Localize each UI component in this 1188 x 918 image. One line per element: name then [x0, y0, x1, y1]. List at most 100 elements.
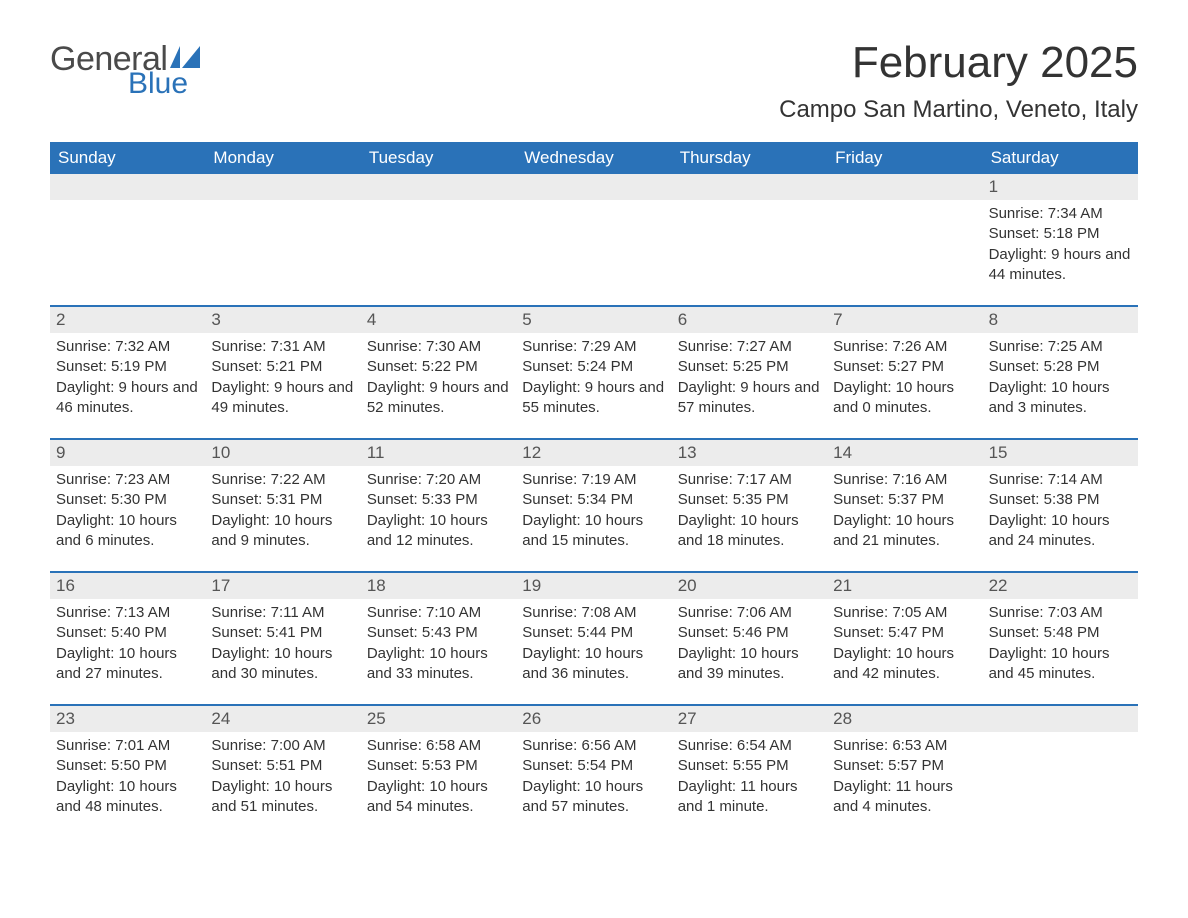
sunset-text: Sunset: 5:31 PM [211, 490, 354, 510]
day-cell: Sunrise: 7:17 AMSunset: 5:35 PMDaylight:… [672, 466, 827, 571]
day-cell [672, 200, 827, 305]
day-cell: Sunrise: 7:20 AMSunset: 5:33 PMDaylight:… [361, 466, 516, 571]
sunrise-text: Sunrise: 7:06 AM [678, 603, 821, 623]
day-number: 3 [205, 307, 360, 333]
day-cell: Sunrise: 7:32 AMSunset: 5:19 PMDaylight:… [50, 333, 205, 438]
day-cell: Sunrise: 7:16 AMSunset: 5:37 PMDaylight:… [827, 466, 982, 571]
weeks-container: 1Sunrise: 7:34 AMSunset: 5:18 PMDaylight… [50, 174, 1138, 837]
sunrise-text: Sunrise: 7:23 AM [56, 470, 199, 490]
sunset-text: Sunset: 5:50 PM [56, 756, 199, 776]
daylight-text: Daylight: 9 hours and 49 minutes. [211, 378, 354, 419]
daylight-text: Daylight: 10 hours and 27 minutes. [56, 644, 199, 685]
sunset-text: Sunset: 5:47 PM [833, 623, 976, 643]
day-cell: Sunrise: 7:26 AMSunset: 5:27 PMDaylight:… [827, 333, 982, 438]
sunrise-text: Sunrise: 7:29 AM [522, 337, 665, 357]
daylight-text: Daylight: 9 hours and 55 minutes. [522, 378, 665, 419]
day-cell [205, 200, 360, 305]
day-cell [516, 200, 671, 305]
day-number: 13 [672, 440, 827, 466]
day-number-row: 9101112131415 [50, 440, 1138, 466]
logo: General Blue [50, 40, 200, 101]
day-number: 14 [827, 440, 982, 466]
sunrise-text: Sunrise: 7:00 AM [211, 736, 354, 756]
day-cell: Sunrise: 7:11 AMSunset: 5:41 PMDaylight:… [205, 599, 360, 704]
daylight-text: Daylight: 10 hours and 6 minutes. [56, 511, 199, 552]
day-cell: Sunrise: 7:13 AMSunset: 5:40 PMDaylight:… [50, 599, 205, 704]
daylight-text: Daylight: 10 hours and 24 minutes. [989, 511, 1132, 552]
day-cell: Sunrise: 7:00 AMSunset: 5:51 PMDaylight:… [205, 732, 360, 837]
daylight-text: Daylight: 11 hours and 1 minute. [678, 777, 821, 818]
day-cell: Sunrise: 7:22 AMSunset: 5:31 PMDaylight:… [205, 466, 360, 571]
day-number: 19 [516, 573, 671, 599]
page-header: General Blue February 2025 Campo San Mar… [50, 40, 1138, 124]
sunset-text: Sunset: 5:27 PM [833, 357, 976, 377]
sunrise-text: Sunrise: 6:54 AM [678, 736, 821, 756]
day-body-row: Sunrise: 7:34 AMSunset: 5:18 PMDaylight:… [50, 200, 1138, 305]
day-number: 26 [516, 706, 671, 732]
day-cell: Sunrise: 6:54 AMSunset: 5:55 PMDaylight:… [672, 732, 827, 837]
weekday-header: Friday [827, 142, 982, 174]
sunrise-text: Sunrise: 7:08 AM [522, 603, 665, 623]
day-body-row: Sunrise: 7:32 AMSunset: 5:19 PMDaylight:… [50, 333, 1138, 438]
calendar-grid: Sunday Monday Tuesday Wednesday Thursday… [50, 142, 1138, 837]
sunrise-text: Sunrise: 7:26 AM [833, 337, 976, 357]
day-cell: Sunrise: 6:53 AMSunset: 5:57 PMDaylight:… [827, 732, 982, 837]
month-title: February 2025 [779, 40, 1138, 86]
sunset-text: Sunset: 5:51 PM [211, 756, 354, 776]
day-number [672, 174, 827, 200]
day-cell: Sunrise: 7:05 AMSunset: 5:47 PMDaylight:… [827, 599, 982, 704]
day-cell: Sunrise: 7:31 AMSunset: 5:21 PMDaylight:… [205, 333, 360, 438]
day-number: 27 [672, 706, 827, 732]
day-number-row: 232425262728 [50, 706, 1138, 732]
weekday-header: Tuesday [361, 142, 516, 174]
daylight-text: Daylight: 10 hours and 48 minutes. [56, 777, 199, 818]
day-cell: Sunrise: 7:14 AMSunset: 5:38 PMDaylight:… [983, 466, 1138, 571]
daylight-text: Daylight: 10 hours and 3 minutes. [989, 378, 1132, 419]
day-cell: Sunrise: 7:19 AMSunset: 5:34 PMDaylight:… [516, 466, 671, 571]
daylight-text: Daylight: 10 hours and 57 minutes. [522, 777, 665, 818]
sunset-text: Sunset: 5:25 PM [678, 357, 821, 377]
day-cell [50, 200, 205, 305]
day-number-row: 2345678 [50, 307, 1138, 333]
day-number: 21 [827, 573, 982, 599]
daylight-text: Daylight: 9 hours and 44 minutes. [989, 245, 1132, 286]
day-number: 15 [983, 440, 1138, 466]
sunset-text: Sunset: 5:35 PM [678, 490, 821, 510]
day-number: 5 [516, 307, 671, 333]
sunrise-text: Sunrise: 6:56 AM [522, 736, 665, 756]
day-number: 16 [50, 573, 205, 599]
sunset-text: Sunset: 5:33 PM [367, 490, 510, 510]
daylight-text: Daylight: 10 hours and 0 minutes. [833, 378, 976, 419]
calendar-page: General Blue February 2025 Campo San Mar… [0, 0, 1188, 877]
sunset-text: Sunset: 5:37 PM [833, 490, 976, 510]
day-cell: Sunrise: 7:30 AMSunset: 5:22 PMDaylight:… [361, 333, 516, 438]
day-number: 24 [205, 706, 360, 732]
sunset-text: Sunset: 5:30 PM [56, 490, 199, 510]
day-number: 4 [361, 307, 516, 333]
day-number: 1 [983, 174, 1138, 200]
day-number: 23 [50, 706, 205, 732]
sunrise-text: Sunrise: 7:30 AM [367, 337, 510, 357]
day-number: 7 [827, 307, 982, 333]
day-cell: Sunrise: 7:06 AMSunset: 5:46 PMDaylight:… [672, 599, 827, 704]
day-cell [361, 200, 516, 305]
sunset-text: Sunset: 5:48 PM [989, 623, 1132, 643]
weekday-header: Sunday [50, 142, 205, 174]
day-number: 12 [516, 440, 671, 466]
day-number: 6 [672, 307, 827, 333]
day-cell: Sunrise: 7:08 AMSunset: 5:44 PMDaylight:… [516, 599, 671, 704]
day-number: 20 [672, 573, 827, 599]
daylight-text: Daylight: 11 hours and 4 minutes. [833, 777, 976, 818]
weekday-header: Wednesday [516, 142, 671, 174]
sunrise-text: Sunrise: 7:25 AM [989, 337, 1132, 357]
daylight-text: Daylight: 10 hours and 54 minutes. [367, 777, 510, 818]
day-body-row: Sunrise: 7:13 AMSunset: 5:40 PMDaylight:… [50, 599, 1138, 704]
logo-text-blue: Blue [128, 67, 200, 101]
daylight-text: Daylight: 9 hours and 57 minutes. [678, 378, 821, 419]
daylight-text: Daylight: 9 hours and 46 minutes. [56, 378, 199, 419]
sunrise-text: Sunrise: 7:03 AM [989, 603, 1132, 623]
sunrise-text: Sunrise: 7:16 AM [833, 470, 976, 490]
sunset-text: Sunset: 5:54 PM [522, 756, 665, 776]
location-subtitle: Campo San Martino, Veneto, Italy [779, 96, 1138, 124]
sunset-text: Sunset: 5:40 PM [56, 623, 199, 643]
